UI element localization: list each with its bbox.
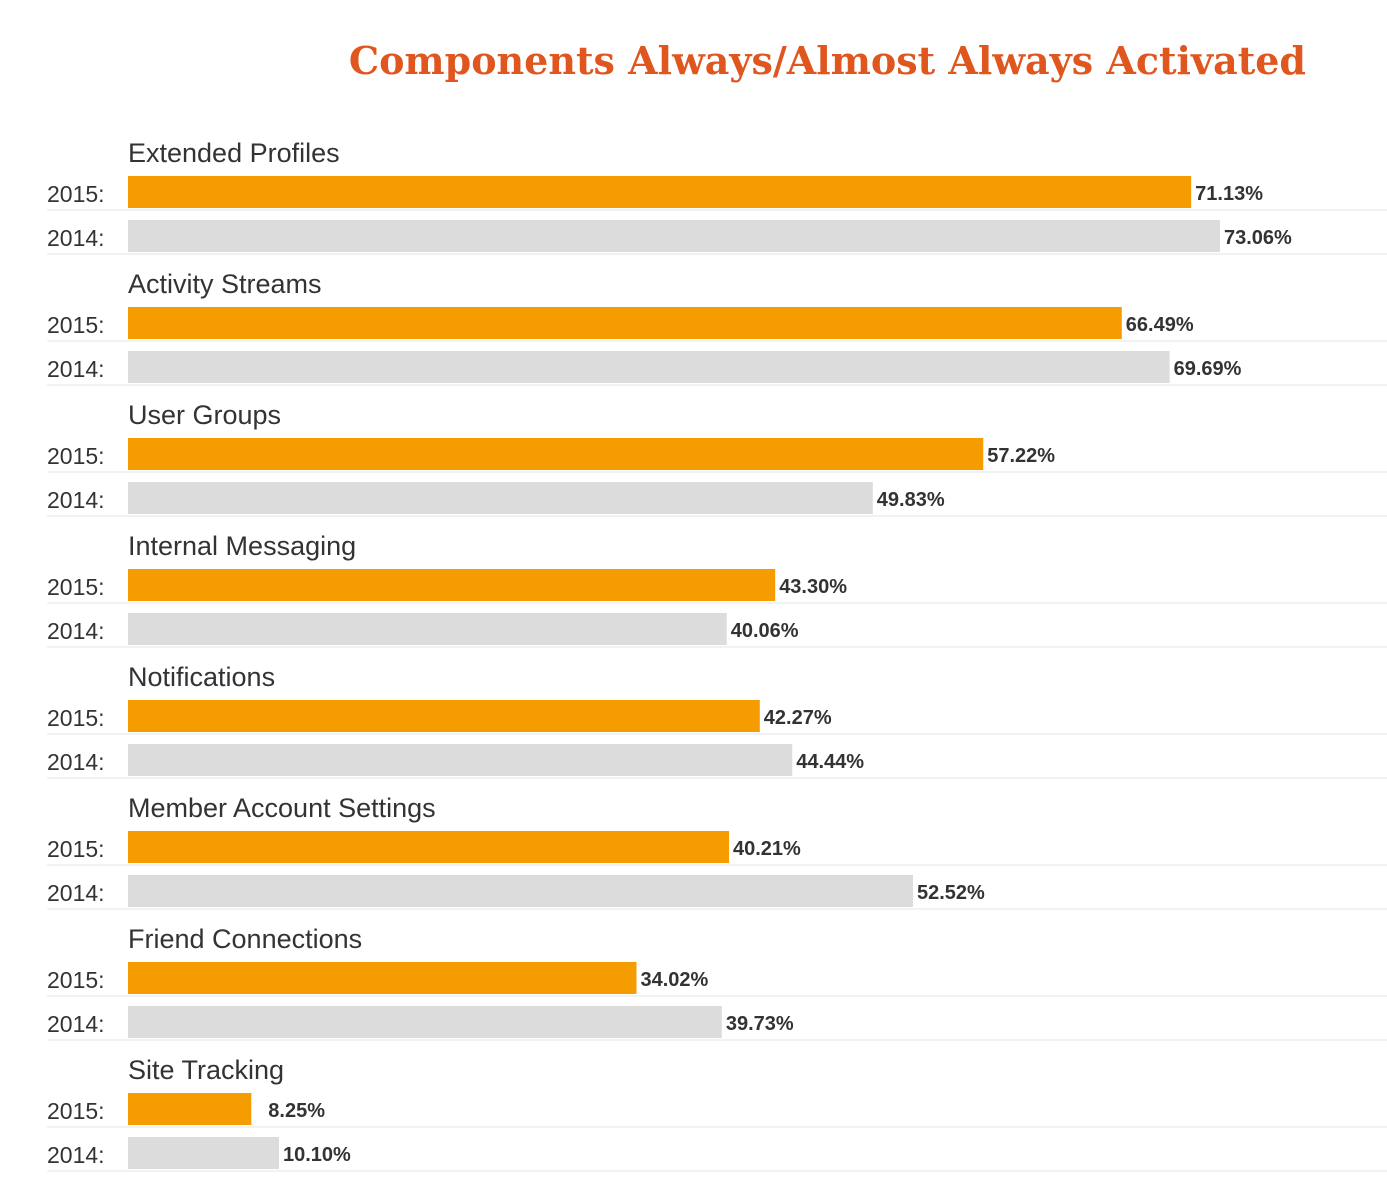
value-label: 69.69% [1174, 358, 1242, 380]
value-label: 71.13% [1195, 183, 1263, 205]
bar [128, 744, 793, 776]
value-label: 8.25% [268, 1100, 325, 1122]
series-row-label: 2015: [47, 312, 105, 338]
bar [128, 700, 760, 732]
series-row-label: 2014: [47, 225, 105, 251]
series-row-label: 2014: [47, 880, 105, 906]
bar [128, 351, 1170, 383]
bar [128, 482, 873, 514]
category-label: User Groups [128, 400, 281, 430]
series-row-label: 2015: [47, 705, 105, 731]
category-label: Internal Messaging [128, 531, 356, 561]
value-label: 39.73% [726, 1013, 794, 1035]
category-label: Site Tracking [128, 1055, 284, 1085]
value-label: 73.06% [1224, 227, 1292, 249]
value-label: 40.06% [731, 620, 799, 642]
series-row-label: 2014: [47, 356, 105, 382]
value-label: 34.02% [640, 969, 708, 991]
bar [128, 307, 1122, 339]
bar [128, 220, 1220, 252]
series-row-label: 2015: [47, 836, 105, 862]
value-label: 40.21% [733, 838, 801, 860]
category-label: Notifications [128, 662, 275, 692]
value-label: 49.83% [877, 489, 945, 511]
bar [128, 176, 1192, 208]
series-row-label: 2014: [47, 1142, 105, 1168]
series-row-label: 2014: [47, 487, 105, 513]
series-row-label: 2015: [47, 574, 105, 600]
category-group: Internal Messaging 2015: 43.30% 2014: 40.06% [47, 531, 1387, 648]
value-label: 44.44% [796, 751, 864, 773]
category-group: Extended Profiles 2015: 71.13% 2014: 73.06% [47, 138, 1387, 255]
bar [128, 438, 984, 470]
value-label: 42.27% [764, 707, 832, 729]
value-label: 66.49% [1126, 314, 1194, 336]
category-group: User Groups 2015: 57.22% 2014: 49.83% [47, 400, 1387, 517]
category-label: Activity Streams [128, 269, 322, 299]
bar [128, 831, 730, 863]
series-row-label: 2014: [47, 1011, 105, 1037]
series-row-label: 2015: [47, 181, 105, 207]
value-label: 52.52% [917, 882, 985, 904]
category-group: Friend Connections 2015: 34.02% 2014: 39.73% [47, 924, 1387, 1041]
bar [128, 613, 727, 645]
category-label: Member Account Settings [128, 793, 436, 823]
value-label: 57.22% [987, 445, 1055, 467]
series-row-label: 2015: [47, 443, 105, 469]
category-group: Site Tracking 2015: 8.25% 2014: 10.10% [47, 1055, 1387, 1172]
value-label: 10.10% [283, 1144, 351, 1166]
series-row-label: 2014: [47, 749, 105, 775]
bar [128, 1006, 722, 1038]
series-row-label: 2015: [47, 967, 105, 993]
chart-body: Extended Profiles 2015: 71.13% 2014: 73.06% A… [47, 138, 1387, 1172]
category-label: Extended Profiles [128, 138, 340, 168]
bar [128, 1137, 279, 1169]
category-group: Activity Streams 2015: 66.49% 2014: 69.69% [47, 269, 1387, 386]
bar [128, 962, 637, 994]
bar [128, 569, 776, 601]
category-group: Notifications 2015: 42.27% 2014: 44.44% [47, 662, 1387, 779]
series-row-label: 2014: [47, 618, 105, 644]
category-group: Member Account Settings 2015: 40.21% 2014: 5… [47, 793, 1387, 910]
bar [128, 875, 913, 907]
category-label: Friend Connections [128, 924, 362, 954]
value-label: 43.30% [779, 576, 847, 598]
bar [128, 1093, 252, 1125]
chart-title: Components Always/Almost Always Activate… [349, 38, 1306, 83]
series-row-label: 2015: [47, 1098, 105, 1124]
